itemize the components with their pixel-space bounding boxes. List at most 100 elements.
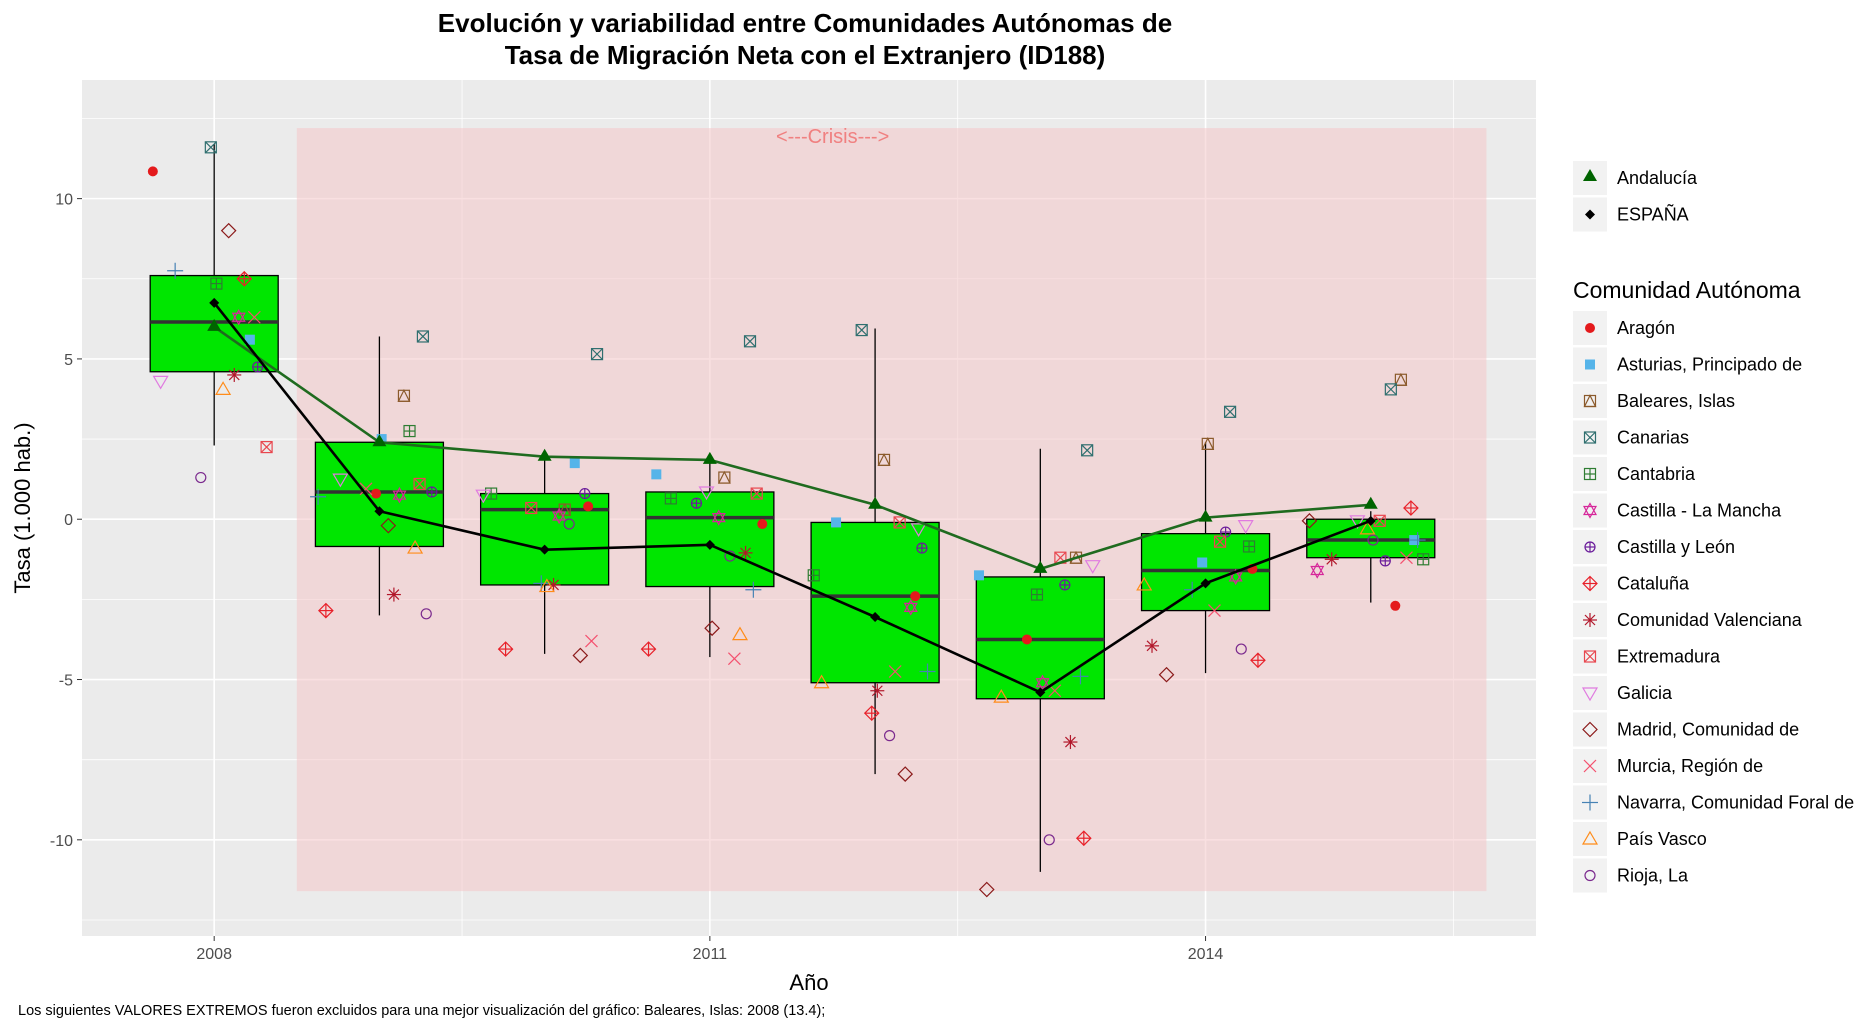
legend-label: Comunidad Valenciana	[1617, 610, 1803, 630]
point	[1072, 668, 1089, 685]
legend-item: Navarra, Comunidad Foral de	[1573, 785, 1854, 820]
point	[371, 488, 382, 499]
point	[1213, 535, 1227, 548]
series-extremadura	[260, 440, 1386, 564]
point	[1084, 560, 1101, 574]
y-tick-label: 0	[64, 512, 73, 529]
point	[1324, 552, 1339, 567]
point	[1136, 576, 1153, 591]
point	[1021, 634, 1032, 645]
point	[380, 517, 397, 534]
box-2012	[810, 521, 940, 684]
legend-key	[1573, 384, 1607, 418]
point	[704, 620, 720, 637]
point	[910, 591, 921, 602]
point	[910, 523, 927, 538]
point	[1197, 557, 1208, 568]
highlight-lines-layer	[207, 297, 1378, 698]
point	[386, 587, 401, 602]
legend-label: Andalucía	[1617, 168, 1698, 188]
point	[227, 367, 242, 382]
point	[359, 482, 373, 496]
point	[1063, 735, 1078, 750]
point	[590, 348, 604, 361]
legend-label: Rioja, La	[1617, 866, 1689, 886]
point	[1059, 579, 1071, 591]
point	[1403, 500, 1419, 516]
point	[413, 477, 426, 491]
point	[807, 569, 820, 582]
point	[698, 486, 715, 501]
legend-title: Comunidad Autónoma	[1573, 277, 1801, 303]
point	[1158, 666, 1175, 683]
point	[717, 470, 731, 484]
x-tick-label: 2014	[1188, 946, 1224, 963]
point	[397, 388, 411, 402]
x-axis: 2008 2011 2014	[196, 936, 1223, 963]
point	[916, 542, 928, 554]
legend-key	[1573, 676, 1607, 710]
point	[318, 602, 334, 619]
region-points-layer	[147, 141, 1430, 898]
point	[583, 501, 594, 512]
legend-item: Baleares, Islas	[1573, 384, 1735, 418]
line-point	[1365, 515, 1376, 526]
point	[978, 881, 995, 898]
point	[1310, 562, 1325, 579]
line-point	[372, 434, 387, 447]
point	[813, 674, 830, 689]
point	[1030, 588, 1044, 601]
point	[1250, 652, 1266, 669]
point	[1379, 555, 1391, 567]
point	[731, 626, 749, 641]
point	[897, 766, 914, 782]
point	[572, 647, 589, 664]
line-point	[1363, 496, 1378, 509]
y-tick-label: 10	[55, 192, 73, 209]
point	[1220, 526, 1232, 538]
line-point	[1033, 560, 1048, 573]
legend-label: Canarias	[1617, 428, 1689, 448]
point	[1394, 372, 1408, 386]
line-point	[539, 544, 550, 555]
point	[563, 518, 575, 530]
legend-item: Madrid, Comunidad de	[1573, 712, 1799, 747]
legend-item: Andalucía	[1573, 161, 1698, 195]
series-canarias	[204, 141, 1397, 457]
x-tick-label: 2008	[196, 946, 232, 963]
point	[743, 335, 757, 348]
point	[855, 323, 868, 337]
legend-key	[1573, 858, 1607, 893]
point	[1145, 638, 1160, 653]
chart-title-line2: Tasa de Migración Neta con el Extranjero…	[505, 40, 1106, 70]
point	[1237, 520, 1254, 534]
legend-key	[1573, 822, 1607, 856]
box-2011	[645, 491, 775, 588]
point	[973, 570, 984, 581]
legend-item: Castilla y León	[1573, 530, 1735, 564]
point	[220, 222, 237, 239]
legend-item: Cantabria	[1573, 457, 1696, 491]
point	[147, 166, 158, 177]
legend-label: Murcia, Región de	[1617, 756, 1763, 776]
y-tick-label: -10	[50, 833, 73, 850]
legend-item: Murcia, Región de	[1573, 749, 1763, 783]
legend-item: Extremadura	[1573, 639, 1721, 674]
line-point	[702, 451, 717, 464]
line-point	[704, 539, 715, 550]
point	[1359, 520, 1376, 535]
point	[260, 440, 273, 454]
legend-label: Baleares, Islas	[1617, 391, 1735, 411]
point	[750, 487, 763, 500]
legend-label: Castilla y León	[1617, 537, 1735, 557]
line-point	[207, 318, 222, 331]
legend-key	[1573, 712, 1607, 747]
point	[1043, 834, 1055, 846]
point	[738, 545, 753, 560]
point	[310, 488, 327, 505]
point	[1242, 540, 1256, 553]
line-point	[1035, 687, 1046, 698]
point	[903, 599, 918, 616]
legend-item: Galicia	[1573, 676, 1673, 710]
